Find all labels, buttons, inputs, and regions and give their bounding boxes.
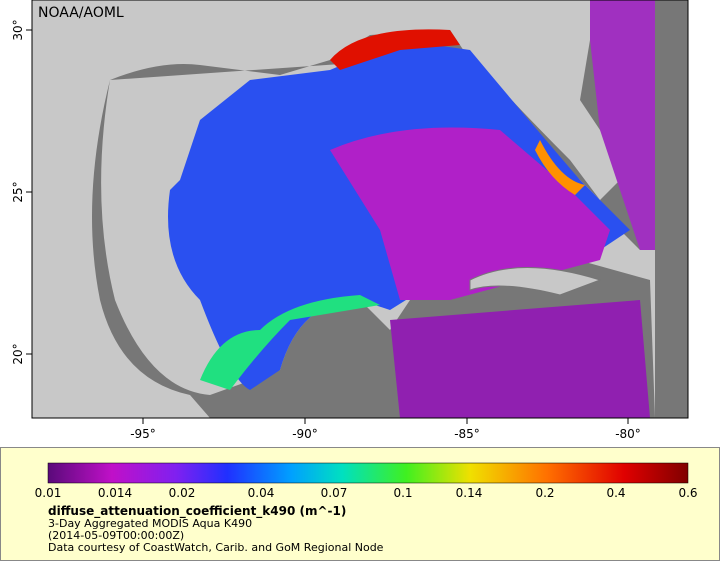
map-frame	[31, 0, 689, 419]
lat-tick-label: 25°	[11, 181, 25, 202]
cuba	[469, 267, 602, 296]
colorbar-tick-label: 0.07	[321, 486, 348, 500]
legend-line: Data courtesy of CoastWatch, Carib. and …	[48, 541, 384, 554]
legend-line: (2014-05-09T00:00:00Z)	[48, 529, 184, 542]
colorbar-tick-label: 0.4	[606, 486, 625, 500]
credit-box	[34, 2, 130, 24]
water-purple	[390, 300, 650, 418]
colorbar	[47, 462, 689, 484]
map: NOAA/AOML	[31, 0, 689, 419]
variable-name: diffuse_attenuation_coefficient_k490 (m^…	[48, 504, 346, 519]
colorbar-tick-label: 0.02	[169, 486, 196, 500]
coast-green	[200, 295, 380, 390]
ocean-east	[655, 0, 688, 418]
coast-orange	[535, 140, 585, 195]
colorbar-tick-label: 0.14	[456, 486, 483, 500]
colorbar-tick-label: 0.1	[393, 486, 412, 500]
water-magenta	[330, 127, 610, 300]
colorbar-ticks: 0.01 0.014 0.02 0.04 0.07 0.1 0.14 0.2 0.4 0.6	[35, 486, 698, 500]
atlantic	[590, 0, 655, 250]
lon-tick-label: -95°	[130, 427, 156, 441]
colorbar-tick-label: 0.04	[248, 486, 275, 500]
lon-tick-label: -90°	[292, 427, 318, 441]
lat-tick-label: 30°	[11, 19, 25, 40]
coast-red	[330, 29, 460, 70]
colorbar-tick-label: 0.2	[535, 486, 554, 500]
legend-line: 3-Day Aggregated MODIS Aqua K490	[48, 517, 252, 530]
lat-tick-label: 20°	[11, 343, 25, 364]
colorbar-tick-label: 0.6	[678, 486, 697, 500]
lon-tick-label: -85°	[454, 427, 480, 441]
axis-ticks: -95° -90° -85° -80° 30° 25° 20°	[11, 19, 641, 441]
lon-tick-label: -80°	[615, 427, 641, 441]
colorbar-tick-label: 0.01	[35, 486, 62, 500]
colorbar-tick-label: 0.014	[98, 486, 132, 500]
credit: NOAA/AOML	[38, 5, 124, 21]
